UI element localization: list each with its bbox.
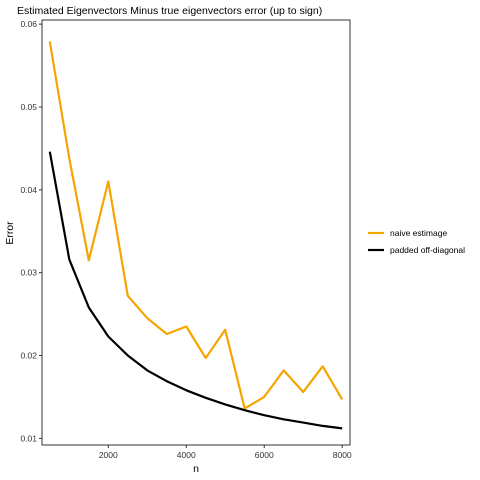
chart-title: Estimated Eigenvectors Minus true eigenv… bbox=[17, 5, 322, 17]
legend-label-0: naive estimage bbox=[390, 228, 447, 238]
series-line-0 bbox=[48, 41, 344, 410]
x-tick-label: 6000 bbox=[255, 450, 274, 460]
y-tick-label: 0.02 bbox=[20, 351, 37, 361]
y-tick-label: 0.06 bbox=[20, 19, 37, 29]
x-tick-label: 8000 bbox=[333, 450, 352, 460]
y-tick-label: 0.01 bbox=[20, 433, 37, 443]
y-tick-label: 0.05 bbox=[20, 102, 37, 112]
x-tick-label: 2000 bbox=[99, 450, 118, 460]
y-tick-label: 0.04 bbox=[20, 185, 37, 195]
x-tick-label: 4000 bbox=[177, 450, 196, 460]
series-line-1 bbox=[48, 151, 343, 430]
legend: naive estimage padded off-diagonal bbox=[368, 228, 465, 255]
series-layer bbox=[48, 41, 344, 430]
x-axis: 2000 4000 6000 8000 bbox=[99, 445, 352, 460]
x-axis-title: n bbox=[193, 463, 199, 475]
y-axis-title: Error bbox=[4, 221, 16, 245]
plot-panel bbox=[41, 19, 351, 446]
y-axis: 0.01 0.02 0.03 0.04 0.05 0.06 bbox=[20, 19, 42, 443]
legend-label-1: padded off-diagonal bbox=[390, 245, 465, 255]
y-tick-label: 0.03 bbox=[20, 268, 37, 278]
